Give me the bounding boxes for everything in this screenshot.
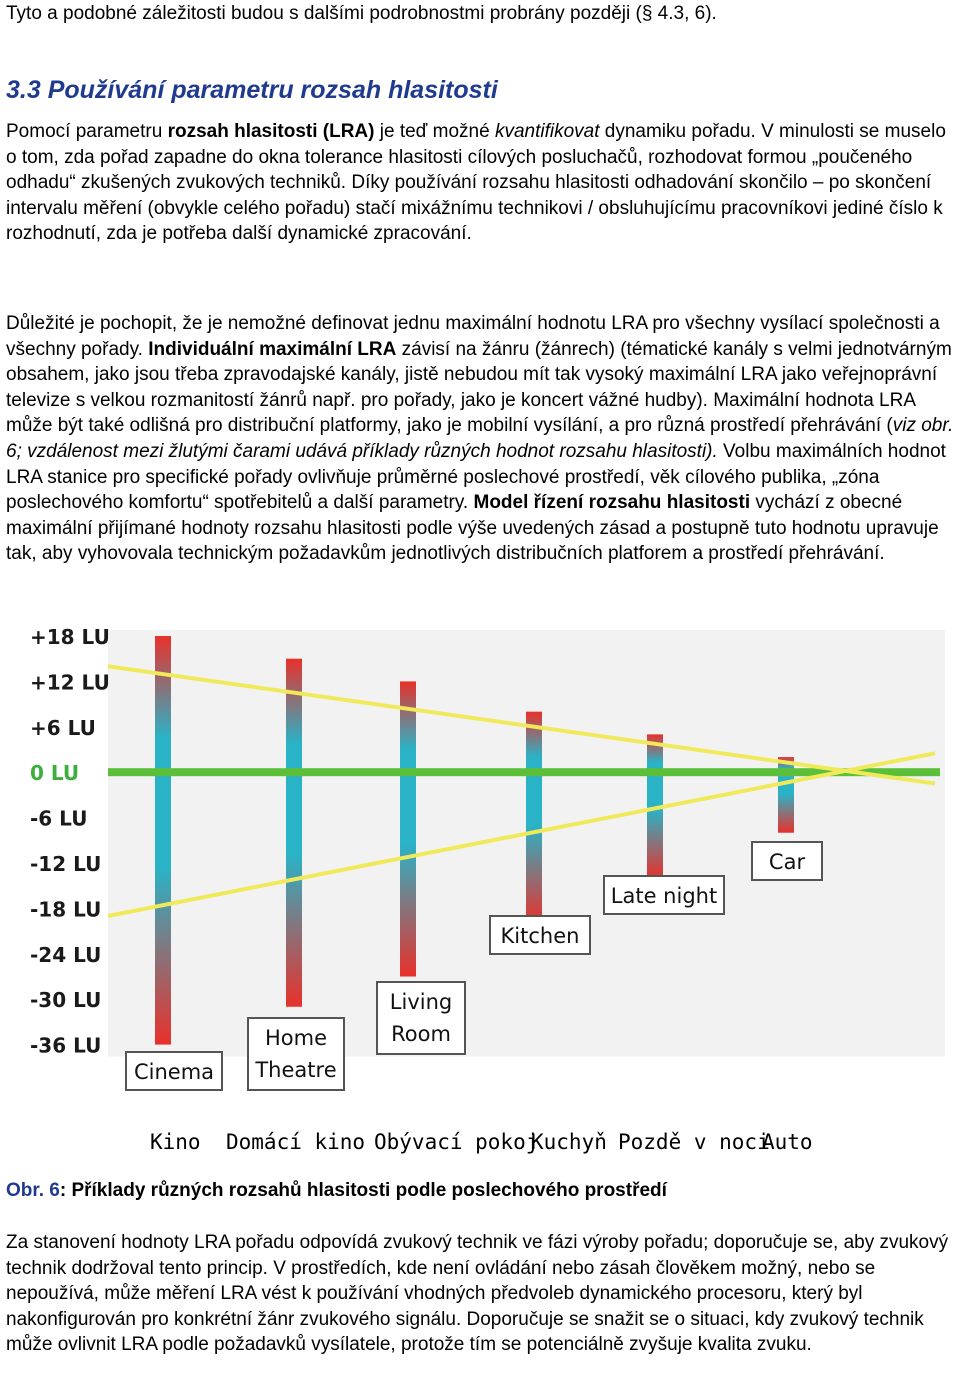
zero-lu-line bbox=[108, 768, 940, 777]
bar-label-text-1-0: Home bbox=[265, 1026, 327, 1050]
bar-label-box-1 bbox=[247, 1017, 345, 1091]
bar-label-box-5 bbox=[751, 841, 823, 881]
paragraph-individual-lra: Důležité je pochopit, že je nemožné defi… bbox=[6, 311, 958, 567]
range-bar-0 bbox=[155, 636, 171, 1045]
para2-bold-a: Individuální maximální LRA bbox=[148, 338, 397, 360]
czech-label-kuchyn: Kuchyň bbox=[531, 1130, 607, 1154]
y-axis-label-8: -30 LU bbox=[30, 988, 101, 1012]
para2-bold-model: Model řízení rozsahu hlasitosti bbox=[473, 492, 751, 514]
paragraph-lra-intro: Pomocí parametru rozsah hlasitosti (LRA)… bbox=[6, 119, 958, 247]
para2-text-e: Volbu maximálních hodnot LRA stanice pro… bbox=[6, 440, 946, 514]
para1-italic-term: kvantifikovat bbox=[494, 121, 600, 142]
y-axis-label-5: -12 LU bbox=[30, 852, 101, 876]
lower-tolerance-line bbox=[107, 751, 936, 918]
y-axis-label-2: +6 LU bbox=[30, 716, 96, 740]
para1-text-a: Pomocí parametru bbox=[6, 121, 168, 142]
y-axis-label-3: 0 LU bbox=[30, 761, 79, 785]
para2-italic-ref: viz obr. 6; vzdálenost mezi žlutými čara… bbox=[6, 415, 954, 462]
czech-label-domaci-kino: Domácí kino bbox=[226, 1130, 366, 1154]
y-axis-label-7: -24 LU bbox=[30, 943, 101, 967]
bar-label-box-4 bbox=[603, 875, 725, 915]
y-axis-label-1: +12 LU bbox=[30, 670, 110, 694]
bar-label-box-3 bbox=[489, 915, 591, 955]
upper-tolerance-line bbox=[107, 664, 936, 786]
range-bar-1 bbox=[286, 658, 302, 1007]
bar-label-box-0 bbox=[125, 1051, 223, 1091]
czech-label-obyvaci-pokoj: Obývací pokoj bbox=[374, 1130, 539, 1154]
czech-label-kino: Kino bbox=[150, 1130, 201, 1154]
section-heading: 3.3 Používání parametru rozsah hlasitost… bbox=[6, 76, 498, 104]
para2-text-c: závisí na žánru (žánrech) (tématické kan… bbox=[6, 338, 952, 437]
bar-label-box-2 bbox=[376, 981, 466, 1055]
caption-text: : Příklady různých rozsahů hlasitosti po… bbox=[59, 1180, 667, 1201]
bar-label-text-1-1: Theatre bbox=[254, 1058, 336, 1082]
y-axis-label-9: -36 LU bbox=[30, 1034, 101, 1058]
para2-text-g: vychází z obecné maximální přijímané hod… bbox=[6, 492, 939, 565]
range-bar-3 bbox=[526, 711, 542, 924]
figure-caption: Obr. 6: Příklady různých rozsahů hlasito… bbox=[6, 1180, 667, 1202]
bar-label-text-2-1: Room bbox=[391, 1022, 451, 1046]
para1-text-c: je teď možné bbox=[374, 121, 495, 142]
bar-label-text-2-0: Living bbox=[390, 990, 452, 1014]
y-axis-label-4: -6 LU bbox=[30, 807, 87, 831]
para1-bold-term: rozsah hlasitosti (LRA) bbox=[167, 121, 375, 142]
loudness-range-figure: +18 LU +12 LU +6 LU 0 LU -6 LU -12 LU -18 LU -2… bbox=[30, 625, 945, 1091]
paragraph-responsibility: Za stanovení hodnoty LRA pořadu odpovídá… bbox=[6, 1232, 949, 1356]
intro-line: Tyto a podobné záležitosti budou s další… bbox=[6, 3, 717, 24]
y-axis-label-6: -18 LU bbox=[30, 897, 101, 921]
bar-label-text-5-0: Car bbox=[769, 850, 806, 874]
czech-label-auto: Auto bbox=[762, 1130, 813, 1154]
range-bar-2 bbox=[400, 681, 416, 977]
czech-label-pozde-v-noci: Pozdě v noci bbox=[618, 1130, 770, 1154]
caption-number: Obr. 6 bbox=[6, 1180, 60, 1201]
figure-loudness-ranges: +18 LU +12 LU +6 LU 0 LU -6 LU -12 LU -18 LU -2… bbox=[0, 620, 960, 1160]
para1-text-e: dynamiku pořadu. V minulosti se muselo o… bbox=[6, 121, 946, 245]
y-axis-label-0: +18 LU bbox=[30, 625, 110, 649]
bar-label-text-4-0: Late night bbox=[611, 884, 717, 908]
para2-text-a: Důležité je pochopit, že je nemožné defi… bbox=[6, 313, 940, 360]
bar-label-text-3-0: Kitchen bbox=[501, 924, 580, 948]
bar-label-text-0-0: Cinema bbox=[134, 1060, 214, 1084]
